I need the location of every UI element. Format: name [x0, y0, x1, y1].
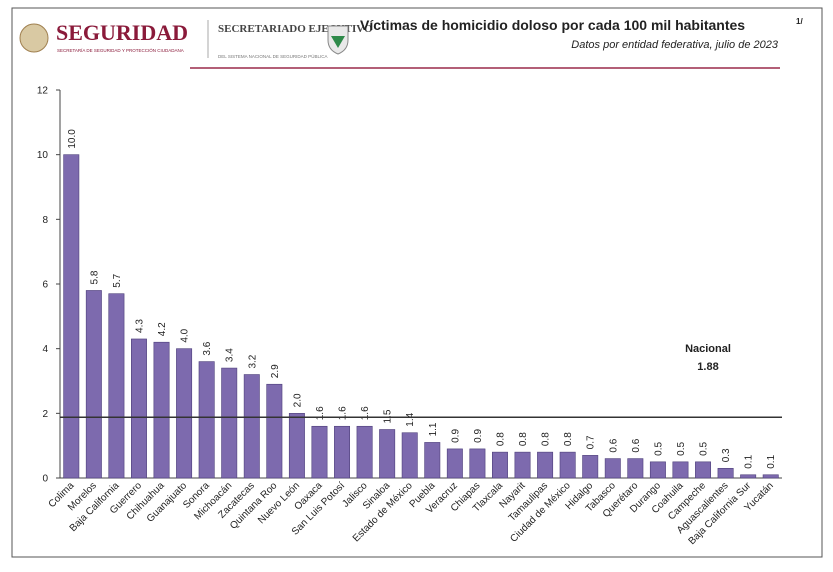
bar — [108, 293, 125, 479]
bar — [153, 341, 170, 479]
bar — [63, 154, 80, 479]
value-label: 2.9 — [270, 364, 281, 378]
bar — [491, 451, 508, 479]
y-tick-label: 0 — [42, 474, 48, 485]
value-label: 4.3 — [134, 319, 145, 333]
bar — [717, 467, 734, 479]
bar — [198, 361, 215, 479]
bar — [740, 474, 757, 479]
bar — [762, 474, 779, 479]
bar — [469, 448, 486, 479]
bar — [514, 451, 531, 479]
value-label: 0.6 — [631, 438, 642, 452]
bar — [446, 448, 463, 479]
brand-sub: SECRETARÍA DE SEGURIDAD Y PROTECCIÓN CIU… — [57, 47, 184, 53]
value-label: 0.1 — [766, 454, 777, 468]
bar — [604, 458, 621, 479]
value-label: 1.6 — [315, 406, 326, 420]
bar — [401, 432, 418, 479]
value-label: 3.6 — [202, 341, 213, 355]
title-note: 1/ — [796, 17, 803, 26]
bar — [176, 348, 193, 479]
agency-sub: DEL SISTEMA NACIONAL DE SEGURIDAD PÚBLIC… — [218, 53, 327, 59]
value-label: 4.2 — [157, 322, 168, 336]
value-label: 0.7 — [586, 435, 597, 449]
value-label: 0.9 — [473, 429, 484, 443]
bar — [311, 425, 328, 479]
value-label: 5.7 — [112, 273, 123, 287]
bar — [288, 413, 305, 479]
value-label: 5.8 — [89, 270, 100, 284]
bar — [356, 425, 373, 479]
value-label: 2.0 — [292, 393, 303, 407]
bar — [334, 425, 351, 479]
y-tick-label: 10 — [37, 150, 49, 161]
shield-detail — [331, 36, 345, 48]
y-tick-label: 4 — [42, 344, 48, 355]
bar — [559, 451, 576, 479]
bar — [649, 461, 666, 479]
value-label: 0.9 — [450, 429, 461, 443]
value-label: 1.6 — [338, 406, 349, 420]
y-tick-label: 8 — [42, 215, 48, 226]
agency: SECRETARIADO EJECUTIVO — [218, 23, 373, 35]
chart-subtitle: Datos por entidad federativa, julio de 2… — [571, 39, 779, 51]
value-label: 1.5 — [383, 409, 394, 423]
bar — [130, 338, 147, 479]
value-label: 0.1 — [744, 454, 755, 468]
reference-value: 1.88 — [697, 361, 718, 373]
value-label: 0.5 — [676, 441, 687, 455]
emblem — [19, 23, 49, 53]
y-tick-label: 12 — [37, 86, 49, 97]
value-label: 0.6 — [608, 438, 619, 452]
bar — [582, 455, 599, 479]
brand: SEGURIDAD — [56, 20, 188, 45]
bar — [695, 461, 712, 479]
value-label: 3.4 — [225, 348, 236, 362]
value-label: 0.8 — [541, 432, 552, 446]
value-label: 0.5 — [653, 441, 664, 455]
bar — [379, 429, 396, 479]
chart-title: Víctimas de homicidio doloso por cada 10… — [360, 17, 745, 33]
bar — [221, 367, 238, 479]
value-label: 0.3 — [721, 448, 732, 462]
value-label: 0.5 — [699, 441, 710, 455]
value-label: 1.1 — [428, 422, 439, 436]
bar — [672, 461, 689, 479]
bar — [627, 458, 644, 479]
value-label: 4.0 — [180, 328, 191, 342]
value-label: 1.6 — [360, 406, 371, 420]
y-tick-label: 6 — [42, 280, 48, 291]
value-label: 0.8 — [518, 432, 529, 446]
value-label: 10.0 — [67, 129, 78, 149]
bar — [85, 290, 102, 479]
value-label: 3.2 — [247, 354, 258, 368]
bar — [266, 383, 283, 479]
value-label: 1.4 — [405, 412, 416, 426]
bar — [424, 442, 441, 479]
y-tick-label: 2 — [42, 409, 48, 420]
bar — [537, 451, 554, 479]
value-label: 0.8 — [495, 432, 506, 446]
value-label: 0.8 — [563, 432, 574, 446]
bar — [243, 374, 260, 479]
reference-label: Nacional — [685, 343, 731, 355]
